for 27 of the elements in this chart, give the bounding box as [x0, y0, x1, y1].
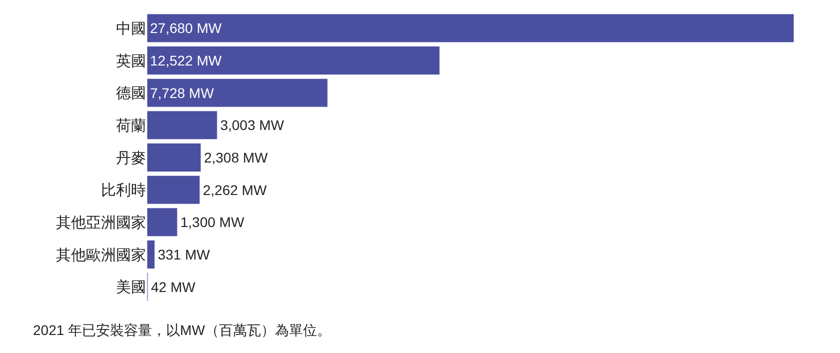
bar [147, 78, 328, 108]
y-tick-label: 其他歐洲國家 [56, 246, 146, 264]
y-tick-label: 美國 [116, 279, 146, 296]
data-label: 331 MW [158, 246, 211, 262]
y-tick-label: 荷蘭 [116, 117, 146, 134]
y-tick-label: 中國 [116, 20, 146, 38]
y-tick-label: 丹麥 [116, 150, 146, 167]
data-label: 12,522 MW [150, 52, 222, 68]
y-tick-label: 英國 [116, 52, 146, 70]
data-label: 42 MW [150, 278, 196, 295]
bar [147, 175, 200, 204]
text: 2021 年已安裝容量，以MW（百萬瓦）為單位。 [33, 322, 331, 338]
data-label: 2,262 MW [202, 182, 268, 198]
y-tick-label: 比利時 [101, 182, 146, 200]
data-label: 1,300 MW [180, 214, 245, 230]
data-label: 27,680 MW [150, 20, 222, 36]
bar [147, 14, 794, 43]
data-label: 7,728 MW [150, 84, 215, 101]
bar [147, 143, 202, 172]
bar [147, 46, 440, 75]
y-tick-label: 德國 [116, 85, 146, 102]
bar [147, 240, 155, 269]
data-label: 3,003 MW [220, 117, 285, 134]
y-tick-label: 其他亞洲國家 [56, 214, 146, 232]
bar [147, 208, 178, 237]
data-label: 2,308 MW [204, 150, 269, 166]
bar [147, 110, 218, 140]
